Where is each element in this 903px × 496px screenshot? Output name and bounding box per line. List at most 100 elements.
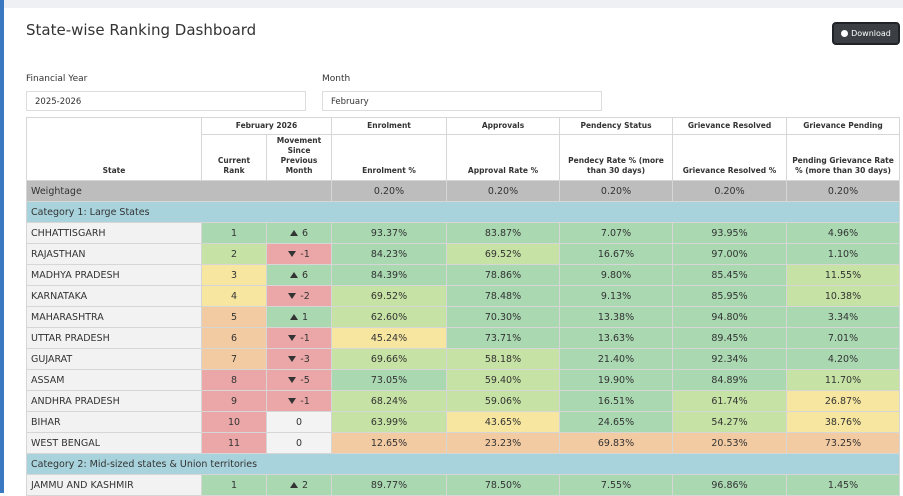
metric-cell: 7.01% xyxy=(786,327,901,349)
rank-cell: 4 xyxy=(201,285,267,307)
metric-cell: 93.37% xyxy=(331,222,448,244)
metric-cell: 4.20% xyxy=(786,348,901,370)
movement-cell: -1 xyxy=(265,243,333,265)
metric-cell: 84.23% xyxy=(331,243,448,265)
metric-cell: 20.53% xyxy=(672,432,788,454)
group-header: Grievance Resolved xyxy=(672,117,788,135)
metric-cell: 94.80% xyxy=(672,306,788,328)
state-name: CHHATTISGARH xyxy=(26,222,202,244)
period-header: February 2026 xyxy=(200,117,333,135)
metric-cell: 63.99% xyxy=(331,411,448,433)
state-name: GUJARAT xyxy=(26,348,202,370)
metric-cell: 9.80% xyxy=(559,264,674,286)
metric-cell: 97.00% xyxy=(672,243,788,265)
movement-value: 2 xyxy=(301,479,309,491)
table-body: Weightage 0.20% 0.20% 0.20% 0.20% 0.20% Catego… xyxy=(25,180,901,496)
movement-value: 6 xyxy=(301,227,309,239)
rank-cell: 2 xyxy=(201,243,267,265)
movement-value: -2 xyxy=(300,290,310,302)
state-row: ASSAM 8 -5 73.05% 59.40% 19.90% 84.89% 11.70% xyxy=(26,369,901,391)
metric-cell: 38.76% xyxy=(786,411,901,433)
column-header: Current Rank xyxy=(201,134,267,181)
metric-cell: 84.89% xyxy=(672,369,788,391)
metric-cell: 4.96% xyxy=(786,222,901,244)
rank-cell: 9 xyxy=(201,390,267,412)
metric-cell: 10.38% xyxy=(786,285,901,307)
metric-cell: 13.38% xyxy=(559,306,674,328)
metric-cell: 1.10% xyxy=(786,243,901,265)
download-button[interactable]: Download xyxy=(832,22,900,45)
metric-cell: 93.95% xyxy=(672,222,788,244)
movement-value: -3 xyxy=(300,353,310,365)
metric-cell: 7.07% xyxy=(559,222,674,244)
state-row: UTTAR PRADESH 6 -1 45.24% 73.71% 13.63% 89.45%… xyxy=(26,327,901,349)
weightage-label: Weightage xyxy=(25,180,333,202)
download-icon xyxy=(841,30,849,37)
movement-value: -1 xyxy=(300,395,310,407)
state-row: WEST BENGAL 11 0 12.65% 23.23% 69.83% 20.53% 73… xyxy=(26,432,901,454)
column-header: Grievance Resolved % xyxy=(672,134,788,181)
metric-cell: 69.52% xyxy=(331,285,448,307)
column-header: Movement Since Previous Month xyxy=(265,134,333,181)
group-header: Approvals xyxy=(446,117,561,135)
metric-cell: 11.70% xyxy=(786,369,901,391)
movement-arrow xyxy=(289,272,298,278)
metric-cell: 12.65% xyxy=(331,432,448,454)
movement-value: 1 xyxy=(301,311,309,323)
weightage-row: Weightage 0.20% 0.20% 0.20% 0.20% 0.20% xyxy=(25,180,901,202)
group-header: Pendency Status xyxy=(559,117,674,135)
state-row: MAHARASHTRA 5 1 62.60% 70.30% 13.38% 94.80% 3.3… xyxy=(26,306,901,328)
movement-arrow xyxy=(288,293,297,299)
metric-cell: 89.77% xyxy=(331,474,448,496)
state-name: ANDHRA PRADESH xyxy=(26,390,202,412)
metric-cell: 78.86% xyxy=(446,264,561,286)
metric-cell: 85.45% xyxy=(672,264,788,286)
state-name: ASSAM xyxy=(26,369,202,391)
movement-value: -1 xyxy=(300,332,310,344)
column-header: Approval Rate % xyxy=(446,134,561,181)
weightage-value: 0.20% xyxy=(559,180,674,202)
movement-arrow xyxy=(288,377,297,383)
metric-cell: 59.06% xyxy=(446,390,561,412)
movement-arrow xyxy=(288,398,297,404)
metric-cell: 54.27% xyxy=(672,411,788,433)
state-row: KARNATAKA 4 -2 69.52% 78.48% 9.13% 85.95% 10.38… xyxy=(26,285,901,307)
state-row: BIHAR 10 0 63.99% 43.65% 24.65% 54.27% 38.76% xyxy=(26,411,901,433)
filter-input[interactable]: February xyxy=(322,91,602,111)
weightage-value: 0.20% xyxy=(446,180,561,202)
group-header: Grievance Pending xyxy=(786,117,901,135)
metric-cell: 16.67% xyxy=(559,243,674,265)
movement-cell: -1 xyxy=(265,390,333,412)
download-label: Download xyxy=(851,29,891,38)
state-name: KARNATAKA xyxy=(26,285,202,307)
state-name: MAHARASHTRA xyxy=(26,306,202,328)
metric-cell: 43.65% xyxy=(446,411,561,433)
metric-cell: 3.34% xyxy=(786,306,901,328)
filter-label: Month xyxy=(322,74,351,84)
ranking-table: State February 2026 Enrolment Approvals … xyxy=(25,117,901,496)
metric-cell: 84.39% xyxy=(331,264,448,286)
movement-value: 0 xyxy=(295,437,303,449)
metric-cell: 73.05% xyxy=(331,369,448,391)
metric-cell: 69.52% xyxy=(446,243,561,265)
movement-arrow xyxy=(288,356,297,362)
metric-cell: 24.65% xyxy=(559,411,674,433)
movement-cell: 1 xyxy=(265,306,333,328)
metric-cell: 85.95% xyxy=(672,285,788,307)
weightage-value: 0.20% xyxy=(786,180,901,202)
category-row: Category 1: Large States xyxy=(25,201,901,223)
metric-cell: 23.23% xyxy=(446,432,561,454)
filter-input[interactable]: 2025-2026 xyxy=(26,91,306,111)
state-name: WEST BENGAL xyxy=(26,432,202,454)
movement-cell: 0 xyxy=(265,432,333,454)
metric-cell: 78.48% xyxy=(446,285,561,307)
metric-cell: 7.55% xyxy=(559,474,674,496)
state-row: GUJARAT 7 -3 69.66% 58.18% 21.40% 92.34% 4.20% xyxy=(26,348,901,370)
weightage-value: 0.20% xyxy=(331,180,448,202)
rank-cell: 1 xyxy=(201,222,267,244)
state-name: UTTAR PRADESH xyxy=(26,327,202,349)
scrollbar xyxy=(0,0,4,493)
state-row: MADHYA PRADESH 3 6 84.39% 78.86% 9.80% 85.45% 1… xyxy=(26,264,901,286)
state-name: JAMMU AND KASHMIR xyxy=(26,474,202,496)
